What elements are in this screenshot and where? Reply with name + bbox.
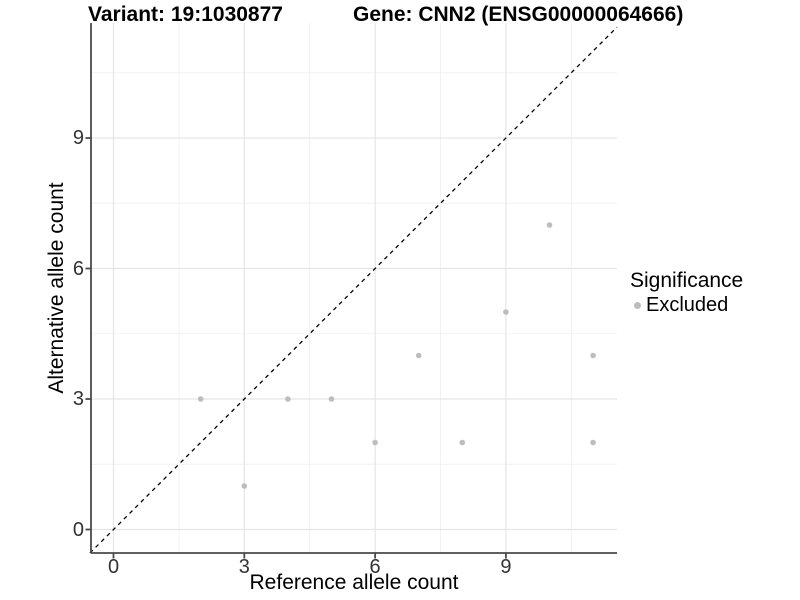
data-point: [546, 222, 553, 228]
data-point: [415, 352, 422, 359]
legend-item-excluded: Excluded: [630, 294, 743, 317]
x-tick-label: 6: [369, 556, 381, 578]
data-point: [590, 439, 596, 446]
data-point: [503, 309, 509, 315]
legend-title: Significance: [630, 269, 744, 292]
data-point: [372, 439, 378, 446]
y-tick-label: 6: [72, 257, 84, 280]
y-tick-label: 9: [72, 127, 84, 149]
data-point: [197, 396, 204, 402]
data-point: [459, 439, 466, 446]
x-axis-title: Reference allele count: [249, 571, 459, 594]
data-point: [285, 396, 291, 402]
data-point: [328, 396, 335, 402]
identity-line: [89, 26, 618, 554]
data-point: [241, 483, 248, 489]
legend-point-icon: [634, 302, 641, 309]
x-tick-label: 3: [238, 556, 250, 578]
data-point: [590, 352, 596, 359]
plot-title-gene: Gene: CNN2 (ENSG00000064666): [353, 3, 684, 26]
y-tick-label: 3: [72, 388, 84, 410]
y-axis-title: Alternative allele count: [45, 182, 68, 394]
x-tick-label: 9: [500, 556, 512, 578]
legend: Significance Excluded: [630, 269, 743, 317]
y-tick-label: 0: [72, 518, 84, 541]
legend-item-label: Excluded: [646, 294, 729, 316]
x-tick-label: 0: [107, 556, 120, 578]
plot-title-variant: Variant: 19:1030877: [88, 3, 283, 26]
